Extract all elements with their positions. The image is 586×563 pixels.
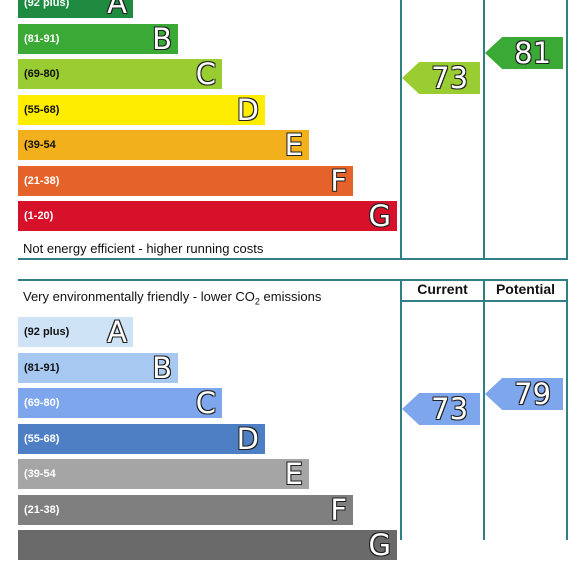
environmental-band-range: (81-91) <box>24 362 60 374</box>
energy-potential-arrow: 81 <box>485 36 563 70</box>
header-potential: Potential <box>495 281 556 297</box>
environmental-band-letter: B <box>152 351 172 385</box>
environmental-band-e: (39-54 E <box>18 457 309 491</box>
environmental-caption-top-tail: emissions <box>259 289 322 304</box>
environmental-band-letter: C <box>195 386 216 420</box>
energy-band-letter: C <box>195 57 216 91</box>
column-divider-right-top <box>566 0 568 260</box>
environmental-current-arrow-shape <box>402 393 480 425</box>
environmental-band-b: (81-91) B <box>18 351 178 385</box>
environmental-caption-top-text: Very environmentally friendly - lower CO <box>23 289 255 304</box>
energy-band-range: (1-20) <box>24 210 54 222</box>
energy-band-letter: D <box>236 93 259 127</box>
energy-potential-arrow-shape <box>485 37 563 69</box>
energy-band-range: (69-80) <box>24 68 60 80</box>
energy-band-f: (21-38) F <box>18 164 353 198</box>
environmental-band-letter: G <box>368 528 391 562</box>
energy-band-letter: A <box>107 0 127 20</box>
environmental-band-range: (69-80) <box>24 397 60 409</box>
column-divider-left-bottom <box>400 279 402 540</box>
environmental-band-letter: E <box>284 457 303 491</box>
column-divider-mid-top <box>483 0 485 260</box>
environmental-band-a: (92 plus) A <box>18 315 133 349</box>
energy-potential-value: 81 <box>514 36 552 70</box>
environmental-band-range: (21-38) <box>24 504 60 516</box>
column-divider-mid-bottom <box>483 279 485 540</box>
environmental-band-range: (55-68) <box>24 433 60 445</box>
environmental-band-letter: F <box>330 493 347 527</box>
environmental-band-range: (39-54 <box>24 468 56 480</box>
energy-current-arrow: 73 <box>402 61 480 95</box>
environmental-band-letter: D <box>236 422 259 456</box>
co2-subscript: 2 <box>254 296 260 307</box>
environmental-potential-arrow-shape <box>485 378 563 410</box>
energy-band-range: (39-54 <box>24 139 56 151</box>
energy-band-range: (81-91) <box>24 33 60 45</box>
energy-caption-bottom: Not energy efficient - higher running co… <box>23 241 264 256</box>
energy-band-letter: B <box>152 22 172 56</box>
energy-band-b: (81-91) B <box>18 22 178 56</box>
energy-band-range: (55-68) <box>24 104 60 116</box>
energy-band-letter: E <box>284 128 303 162</box>
environmental-caption-top: Very environmentally friendly - lower CO… <box>23 289 321 307</box>
environmental-potential-arrow: 79 <box>485 377 563 411</box>
energy-band-letter: F <box>330 164 347 198</box>
section-bottom-border <box>18 258 568 260</box>
energy-current-value: 73 <box>431 61 469 95</box>
column-divider-left-top <box>400 0 402 260</box>
energy-band-e: (39-54 E <box>18 128 309 162</box>
energy-band-letter: G <box>368 199 391 233</box>
section-top-border <box>18 279 568 281</box>
environmental-band-range: (92 plus) <box>24 326 70 338</box>
energy-current-arrow-shape <box>402 62 480 94</box>
environmental-band-f: (21-38) F <box>18 493 353 527</box>
environmental-band-d: (55-68) D <box>18 422 265 456</box>
energy-band-g: (1-20) G <box>18 199 397 233</box>
energy-band-c: (69-80) C <box>18 57 222 91</box>
energy-band-a: (92 plus) A <box>18 0 133 20</box>
environmental-band-g: G <box>18 528 397 562</box>
environmental-potential-value: 79 <box>514 377 552 411</box>
energy-band-d: (55-68) D <box>18 93 265 127</box>
header-current: Current <box>417 281 468 297</box>
environmental-current-arrow: 73 <box>402 392 480 426</box>
energy-band-range: (21-38) <box>24 175 60 187</box>
environmental-current-value: 73 <box>431 392 469 426</box>
column-divider-right-bottom <box>566 279 568 540</box>
energy-band-range: (92 plus) <box>24 0 70 9</box>
environmental-band-c: (69-80) C <box>18 386 222 420</box>
environmental-band-letter: A <box>107 315 127 349</box>
